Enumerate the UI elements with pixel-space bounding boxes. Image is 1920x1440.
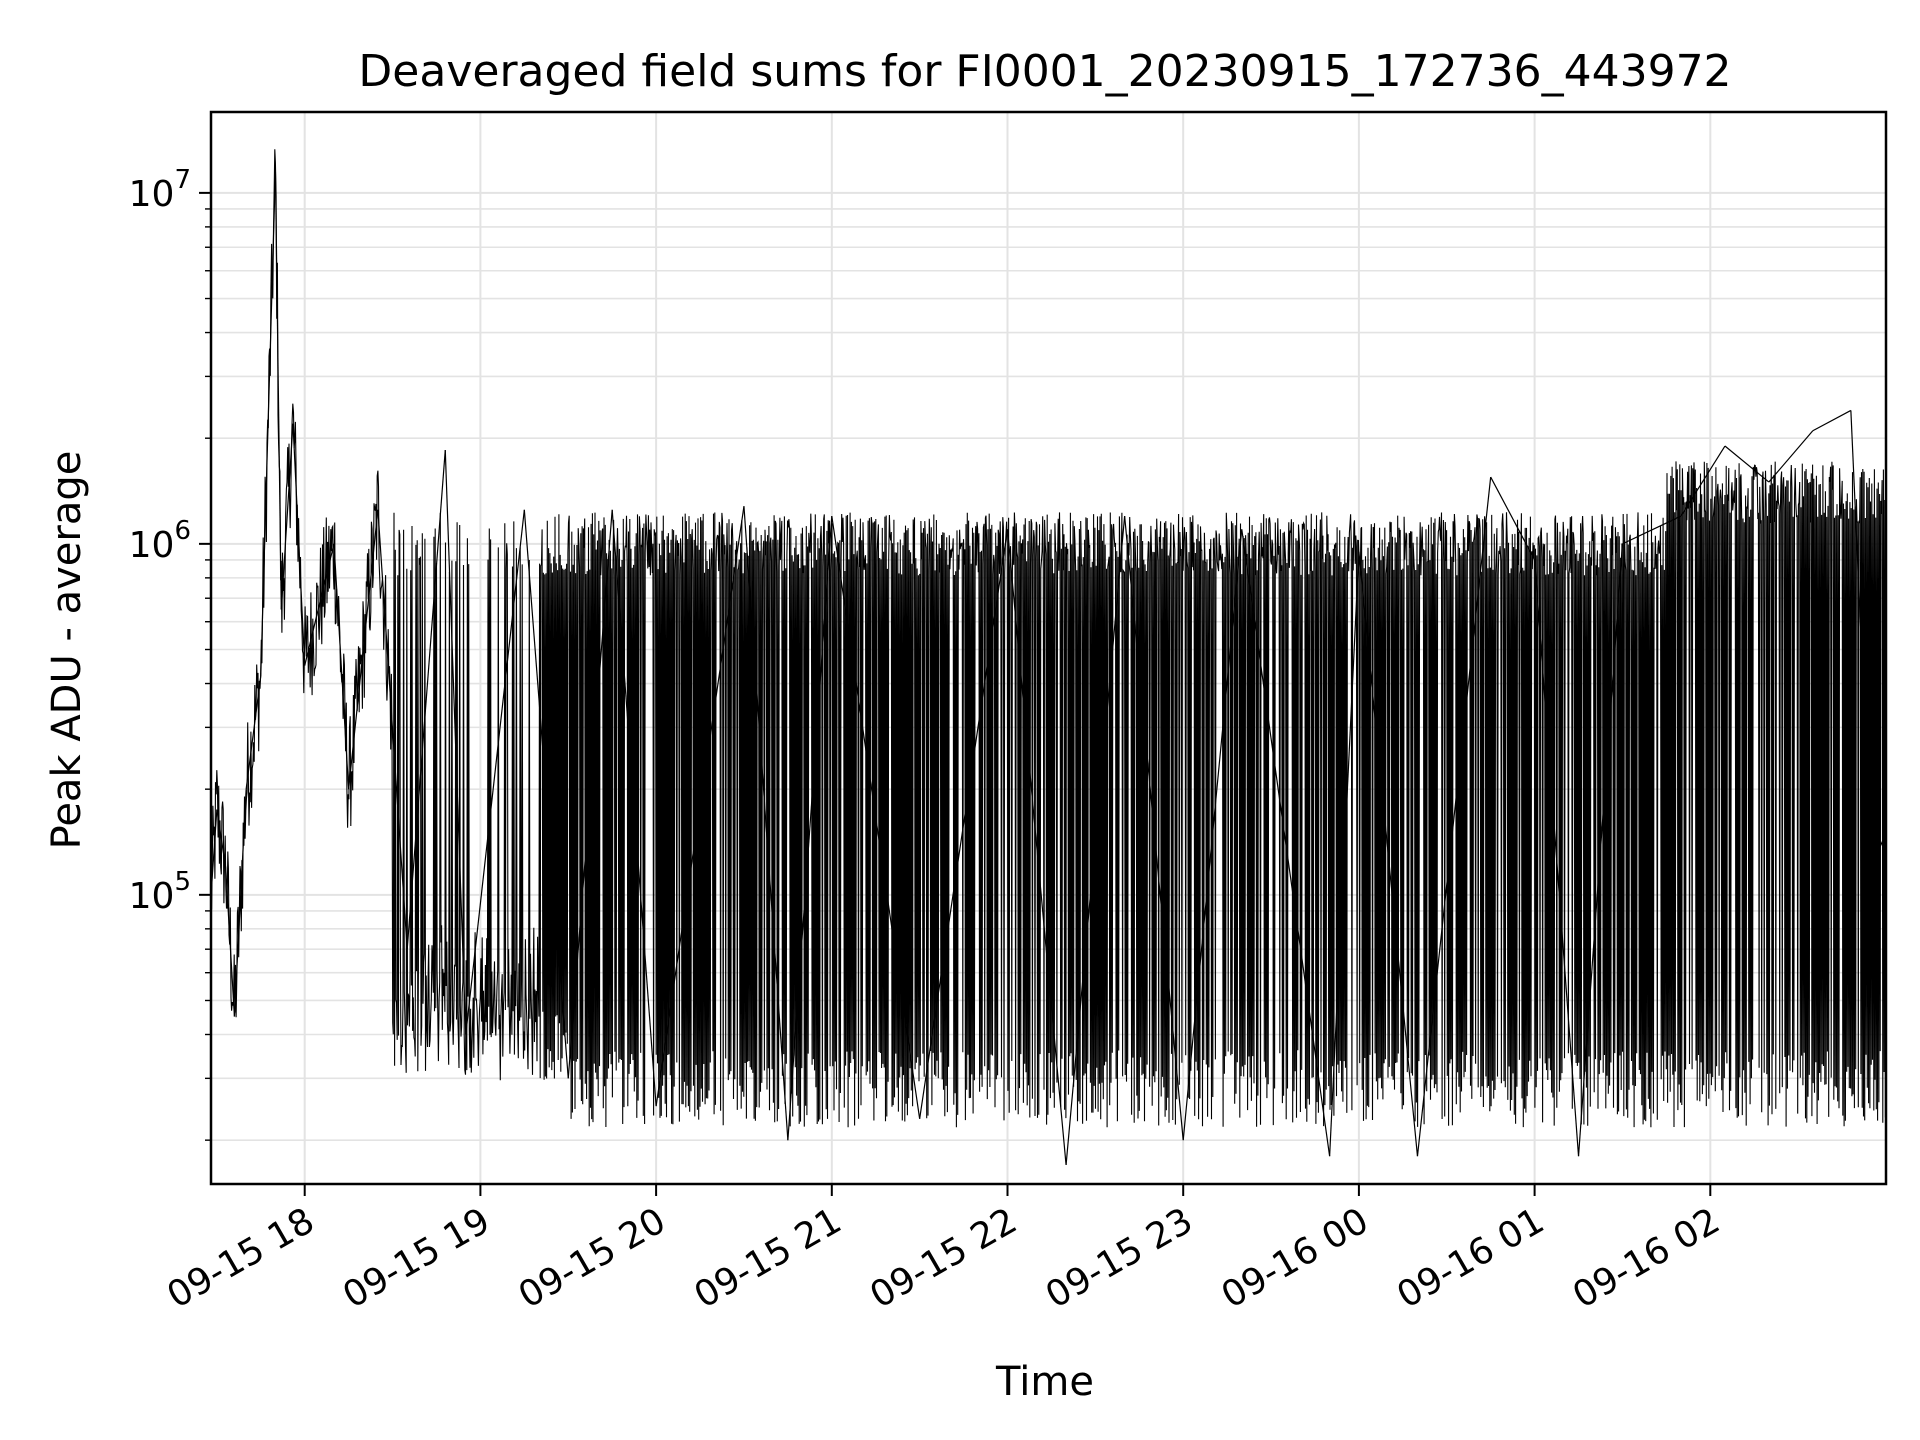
series-segment bbox=[216, 809, 227, 868]
series-segment bbox=[1490, 476, 1536, 561]
plot-frame bbox=[209, 110, 1888, 1186]
series-segment bbox=[1416, 476, 1492, 1157]
series-segment bbox=[743, 506, 789, 1141]
series-segment bbox=[1577, 543, 1624, 1157]
series-segment bbox=[1768, 430, 1814, 483]
series-segment bbox=[304, 543, 335, 666]
series-segment bbox=[1724, 445, 1770, 483]
x-axis-label: Time bbox=[995, 1359, 1094, 1405]
series-segment bbox=[919, 529, 1009, 1119]
y-tick-base: 10 bbox=[129, 876, 175, 917]
series-segment bbox=[655, 506, 745, 1107]
y-tick-exponent: 7 bbox=[174, 165, 191, 195]
y-tick-label: 105 bbox=[129, 867, 191, 917]
series-segment bbox=[274, 171, 282, 610]
series-segment bbox=[1124, 516, 1184, 1141]
series-segment bbox=[1358, 551, 1419, 1157]
series-segment bbox=[377, 509, 408, 950]
series-line bbox=[210, 149, 1887, 1128]
series-segment bbox=[348, 509, 379, 790]
series-segment bbox=[1622, 515, 1682, 545]
y-axis-label: Peak ADU - average bbox=[44, 451, 90, 850]
series-segment bbox=[567, 509, 613, 1079]
series-segment bbox=[1870, 832, 1887, 868]
series-segment bbox=[1680, 445, 1726, 517]
series-segment bbox=[465, 509, 525, 1035]
y-tick-label: 107 bbox=[129, 165, 191, 215]
y-tick-label: 106 bbox=[129, 516, 191, 566]
series-segment bbox=[1850, 410, 1872, 868]
series-segment bbox=[333, 543, 350, 790]
series-segment bbox=[1329, 551, 1360, 1157]
series-segment bbox=[1006, 529, 1067, 1165]
series-segment bbox=[831, 515, 921, 1119]
series-layer bbox=[210, 149, 1887, 1165]
series-segment bbox=[787, 516, 833, 1141]
series-segment bbox=[280, 423, 294, 610]
series-segment bbox=[1534, 559, 1580, 1157]
y-tick-base: 10 bbox=[129, 525, 175, 566]
series-segment bbox=[523, 509, 569, 1079]
series-segment bbox=[1812, 409, 1852, 432]
series-segment bbox=[406, 450, 446, 950]
y-tick-exponent: 5 bbox=[174, 867, 191, 897]
series-segment bbox=[611, 509, 657, 1107]
series-segment bbox=[444, 450, 467, 1035]
y-tick-base: 10 bbox=[129, 174, 175, 215]
y-tick-exponent: 6 bbox=[174, 516, 191, 546]
series-segment bbox=[292, 423, 306, 666]
series-segment bbox=[233, 789, 247, 1017]
series-segment bbox=[1065, 516, 1126, 1165]
series-segment bbox=[1182, 529, 1243, 1141]
series-segment bbox=[245, 676, 262, 790]
series-segment bbox=[1241, 529, 1331, 1157]
series-segment bbox=[225, 867, 236, 1017]
series-segment bbox=[260, 171, 277, 677]
chart-title: Deaveraged field sums for FI0001_2023091… bbox=[358, 46, 1731, 97]
